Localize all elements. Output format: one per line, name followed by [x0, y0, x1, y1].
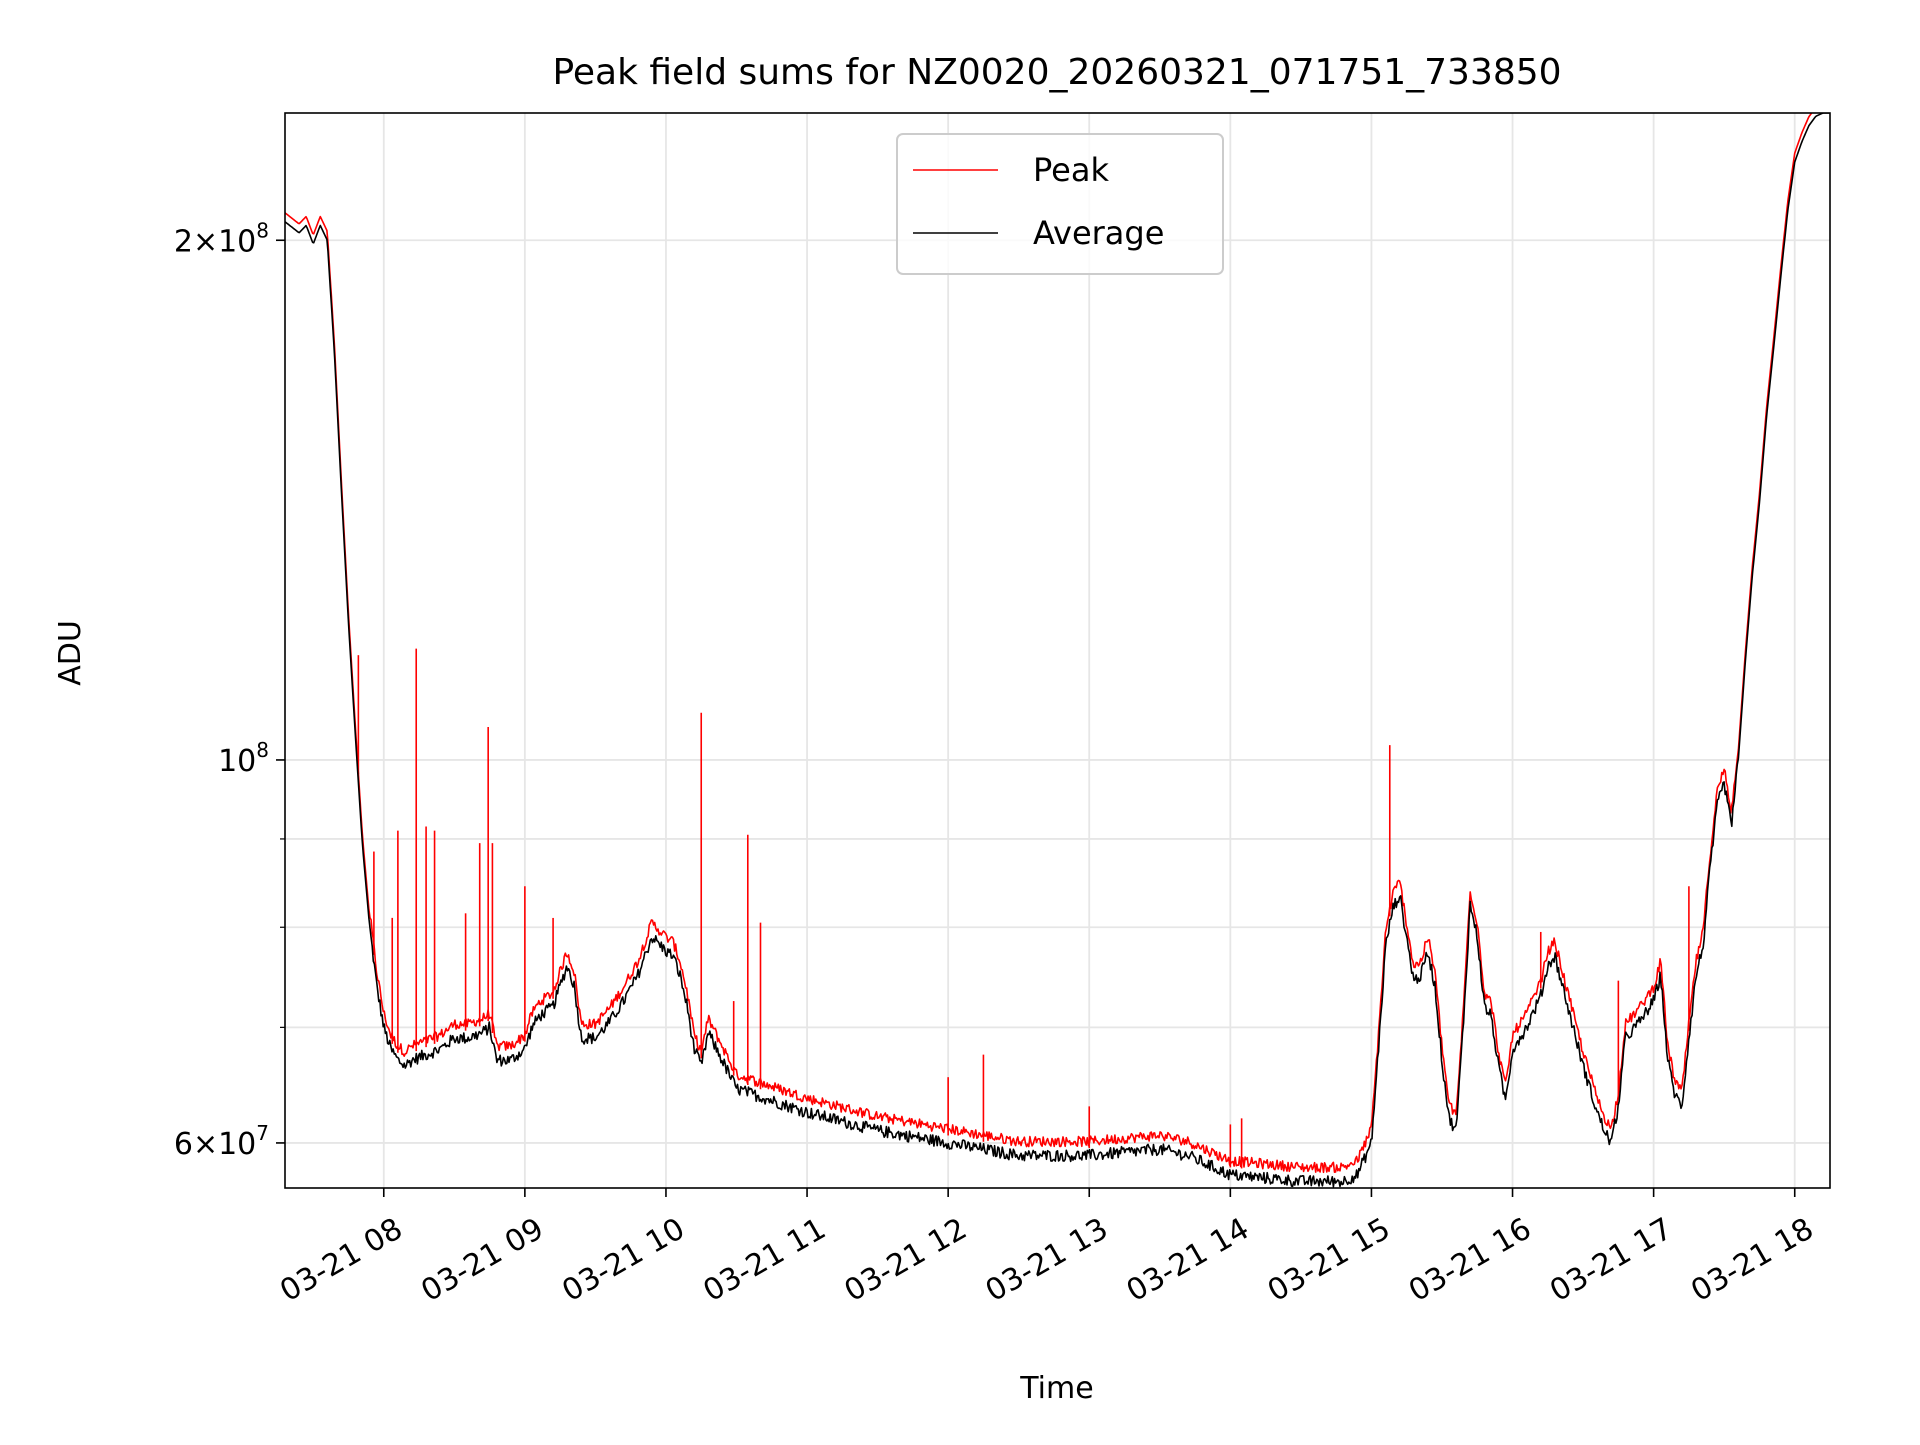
grid [285, 113, 1830, 1188]
y-axis-ticks: 6×107 108 2×108 [174, 218, 285, 1162]
legend-box [896, 133, 1224, 275]
x-axis-label: Time [1019, 1371, 1093, 1406]
series-layer [285, 113, 1830, 1188]
chart-title: Peak field sums for NZ0020_20260321_0717… [552, 52, 1561, 93]
y-tick-label: 108 [218, 738, 269, 779]
legend-average-label: Average [1033, 214, 1164, 252]
legend: Peak Average [896, 133, 1224, 275]
y-tick-label: 2×108 [174, 218, 269, 259]
series-peak-line [285, 113, 1813, 1174]
series-average-line [285, 113, 1830, 1188]
y-tick-label: 6×107 [174, 1121, 269, 1162]
y-axis-label: ADU [53, 620, 88, 686]
legend-peak-label: Peak [1033, 151, 1109, 189]
plot-frame [284, 112, 1831, 1189]
